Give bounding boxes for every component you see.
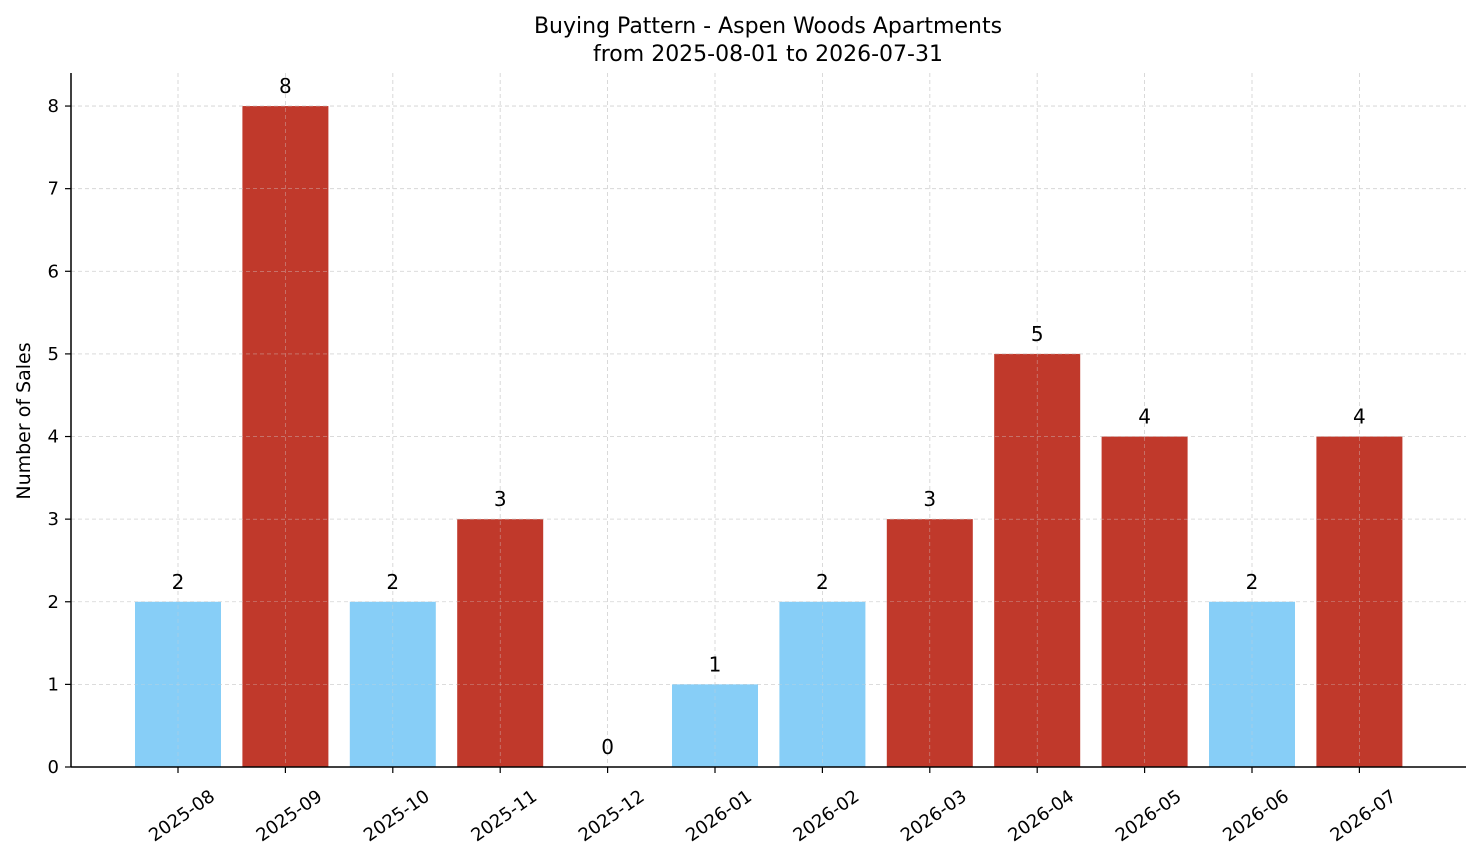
y-tick-label: 7 [48, 179, 59, 200]
data-label: 4 [1138, 405, 1151, 429]
y-tick-label: 8 [48, 96, 59, 117]
data-label: 5 [1031, 322, 1044, 346]
x-tick-label: 2026-02 [790, 786, 864, 846]
chart-title: Buying Pattern - Aspen Woods Apartments [534, 14, 1002, 39]
y-tick-label: 6 [48, 261, 59, 282]
x-tick-label: 2025-08 [145, 786, 219, 846]
y-tick-label: 4 [48, 427, 59, 448]
data-label: 2 [386, 570, 399, 594]
data-label: 2 [172, 570, 185, 594]
data-label: 2 [816, 570, 829, 594]
y-tick-label: 0 [48, 757, 59, 778]
x-tick-label: 2025-10 [360, 786, 434, 846]
data-label: 4 [1353, 405, 1366, 429]
chart-subtitle: from 2025-08-01 to 2026-07-31 [593, 42, 943, 67]
x-tick-label: 2026-05 [1112, 786, 1186, 846]
data-label: 3 [494, 487, 507, 511]
data-label: 0 [601, 735, 614, 759]
axes [65, 73, 1466, 773]
data-label: 8 [279, 74, 292, 98]
y-axis-label: Number of Sales [13, 342, 35, 499]
x-tick-label: 2026-03 [897, 786, 971, 846]
x-tick-label: 2026-04 [1004, 786, 1078, 846]
data-label: 1 [709, 652, 722, 676]
x-tick-label: 2025-11 [467, 786, 541, 846]
x-tick-label: 2026-01 [682, 786, 756, 846]
y-tick-label: 3 [48, 509, 59, 530]
x-tick-label: 2026-06 [1219, 786, 1293, 846]
y-tick-label: 1 [48, 674, 59, 695]
x-tick-label: 2026-07 [1327, 786, 1401, 846]
y-tick-label: 5 [48, 344, 59, 365]
y-tick-label: 2 [48, 592, 59, 613]
x-tick-label: 2025-12 [575, 786, 649, 846]
x-tick-label: 2025-09 [253, 786, 327, 846]
data-label: 3 [923, 487, 936, 511]
bars [71, 73, 1466, 768]
data-label: 2 [1246, 570, 1259, 594]
